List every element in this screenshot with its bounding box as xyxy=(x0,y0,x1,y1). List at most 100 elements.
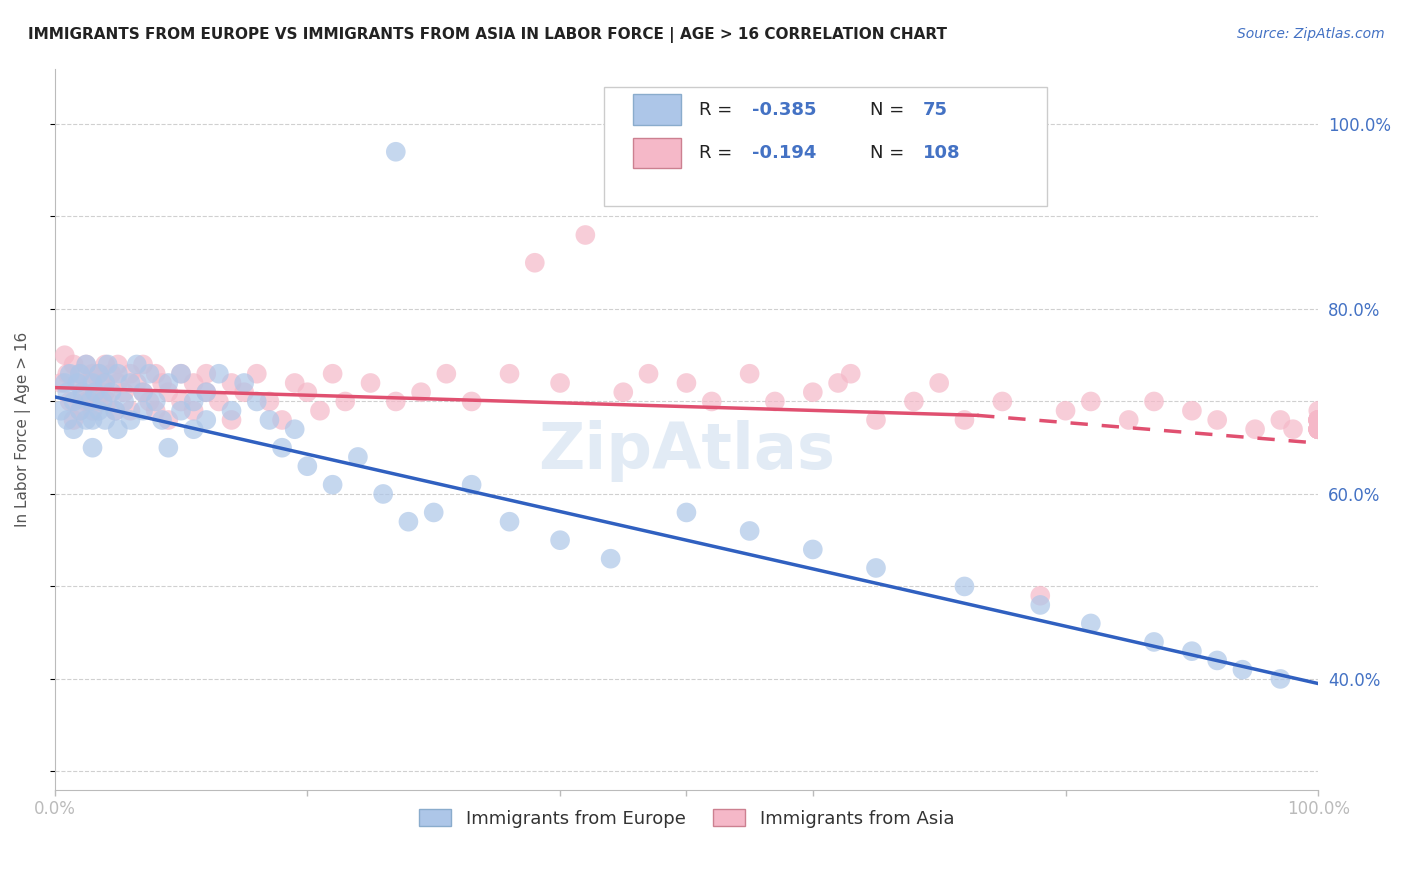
Point xyxy=(1232,663,1254,677)
Point xyxy=(953,579,976,593)
Point xyxy=(107,422,129,436)
Point xyxy=(1308,422,1330,436)
Point xyxy=(138,394,160,409)
Point xyxy=(385,145,408,159)
Point xyxy=(82,376,104,390)
Point xyxy=(763,394,786,409)
Point xyxy=(62,422,84,436)
Point xyxy=(259,394,281,409)
Point xyxy=(498,367,520,381)
Point xyxy=(195,413,218,427)
Point xyxy=(66,376,89,390)
Point xyxy=(87,367,110,381)
Point xyxy=(1054,403,1077,417)
Point xyxy=(69,367,91,381)
Point xyxy=(1308,422,1330,436)
Point xyxy=(62,394,84,409)
Point xyxy=(53,348,76,362)
Point xyxy=(1308,413,1330,427)
Point xyxy=(56,385,79,400)
Point xyxy=(903,394,925,409)
Point xyxy=(284,422,307,436)
Point xyxy=(637,367,659,381)
Point xyxy=(1308,413,1330,427)
Point xyxy=(79,376,101,390)
Point xyxy=(865,413,887,427)
Point xyxy=(84,385,107,400)
Point xyxy=(460,394,482,409)
Point xyxy=(132,385,155,400)
Point xyxy=(612,385,634,400)
Point xyxy=(170,403,193,417)
Bar xyxy=(633,95,682,125)
Point xyxy=(1308,422,1330,436)
Point xyxy=(107,358,129,372)
Point xyxy=(1308,422,1330,436)
Point xyxy=(360,376,382,390)
Point xyxy=(112,385,135,400)
FancyBboxPatch shape xyxy=(605,87,1046,205)
Point xyxy=(297,385,319,400)
Y-axis label: In Labor Force | Age > 16: In Labor Force | Age > 16 xyxy=(15,332,31,527)
Point xyxy=(1308,413,1330,427)
Point xyxy=(145,394,167,409)
Point xyxy=(434,367,457,381)
Point xyxy=(69,403,91,417)
Point xyxy=(125,358,148,372)
Point xyxy=(1206,413,1229,427)
Point xyxy=(246,367,269,381)
Point xyxy=(1308,422,1330,436)
Point xyxy=(132,358,155,372)
Point xyxy=(150,376,173,390)
Point xyxy=(953,413,976,427)
Point xyxy=(94,413,117,427)
Point xyxy=(100,367,122,381)
Point xyxy=(157,441,180,455)
Point xyxy=(928,376,950,390)
Point xyxy=(1308,413,1330,427)
Point xyxy=(409,385,432,400)
Point xyxy=(991,394,1014,409)
Point xyxy=(94,385,117,400)
Point xyxy=(87,403,110,417)
Point xyxy=(574,227,596,242)
Point xyxy=(170,367,193,381)
Point xyxy=(59,394,82,409)
Point xyxy=(347,450,370,464)
Point xyxy=(183,376,205,390)
Point xyxy=(208,394,231,409)
Point xyxy=(1080,616,1102,631)
Point xyxy=(195,385,218,400)
Point xyxy=(1029,589,1052,603)
Text: R =: R = xyxy=(699,101,733,119)
Point xyxy=(1308,413,1330,427)
Point xyxy=(548,376,571,390)
Point xyxy=(145,367,167,381)
Point xyxy=(91,376,114,390)
Point xyxy=(322,367,344,381)
Point xyxy=(91,394,114,409)
Point xyxy=(75,358,97,372)
Point xyxy=(62,358,84,372)
Point xyxy=(59,367,82,381)
Point xyxy=(97,358,120,372)
Point xyxy=(1282,422,1305,436)
Point xyxy=(271,413,294,427)
Point xyxy=(72,385,94,400)
Bar xyxy=(633,137,682,168)
Point xyxy=(460,477,482,491)
Point xyxy=(738,524,761,538)
Point xyxy=(1308,413,1330,427)
Point xyxy=(548,533,571,548)
Point xyxy=(322,477,344,491)
Point xyxy=(53,376,76,390)
Point xyxy=(120,413,142,427)
Point xyxy=(1308,422,1330,436)
Point xyxy=(195,367,218,381)
Point xyxy=(1308,422,1330,436)
Point xyxy=(1118,413,1140,427)
Point xyxy=(675,376,697,390)
Point xyxy=(1270,672,1292,686)
Text: -0.194: -0.194 xyxy=(752,144,817,162)
Point xyxy=(221,413,243,427)
